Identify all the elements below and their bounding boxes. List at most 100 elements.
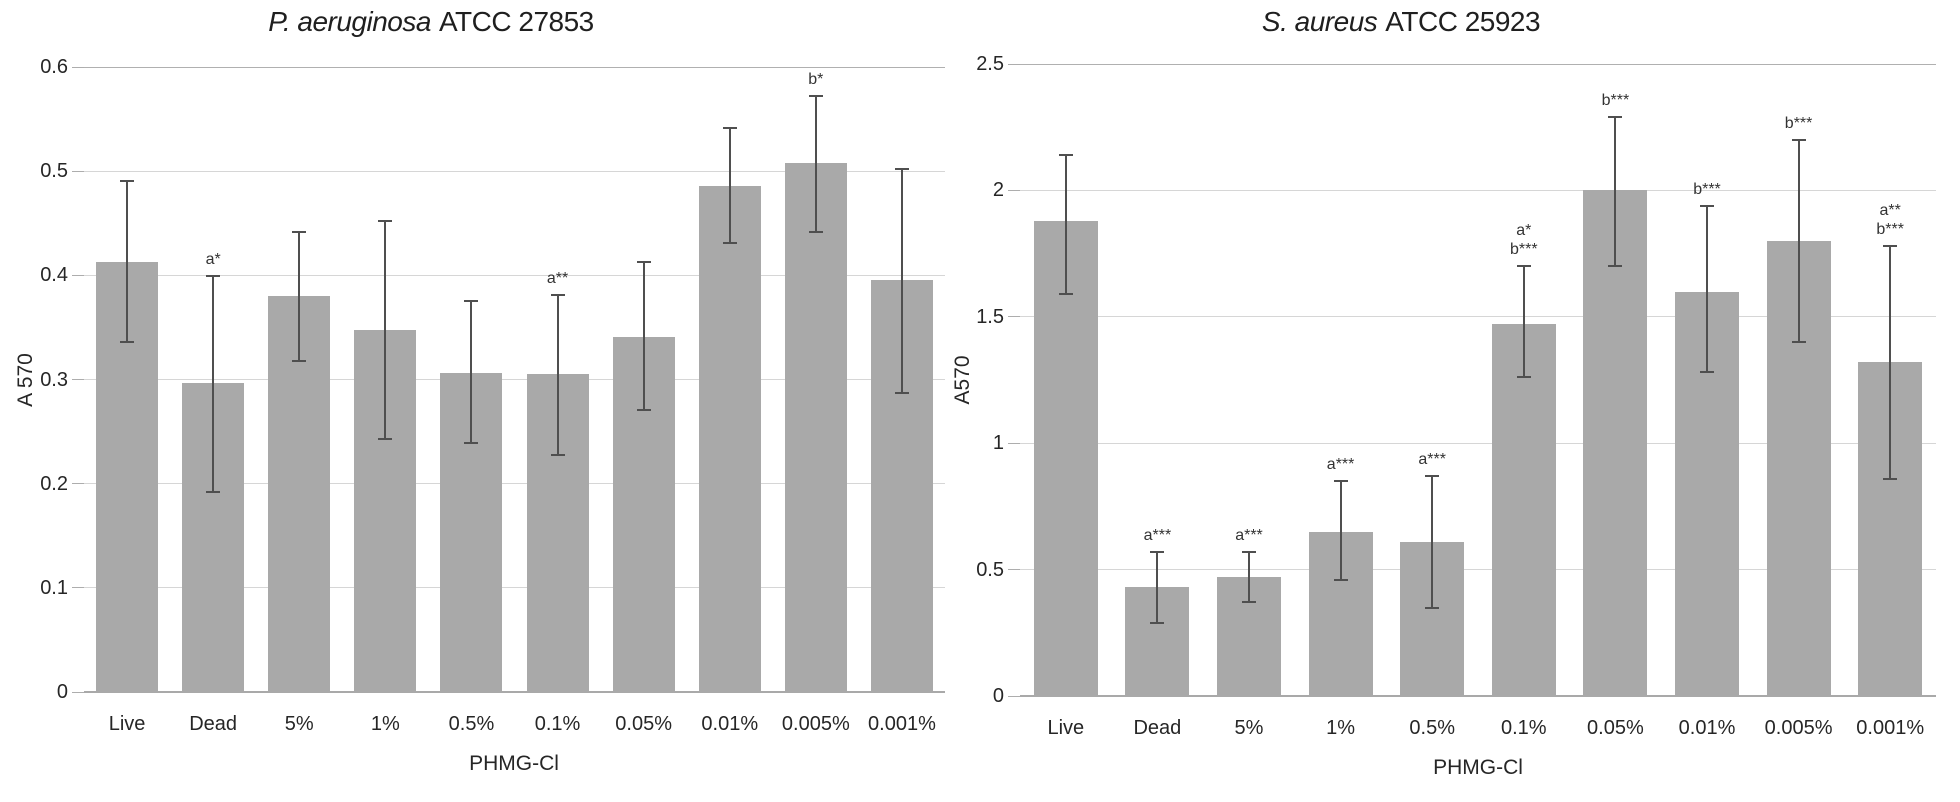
error-bar bbox=[556, 295, 559, 455]
error-bar bbox=[814, 96, 817, 232]
y-axis-tick bbox=[72, 274, 84, 276]
y-tick-label: 0.5 bbox=[40, 160, 68, 183]
bar-0.1% bbox=[1491, 324, 1556, 696]
error-bar bbox=[384, 221, 387, 439]
error-bar-cap-top bbox=[206, 275, 221, 278]
error-bar-cap-top bbox=[1333, 480, 1348, 483]
error-bar-cap-top bbox=[120, 179, 135, 182]
error-bar bbox=[642, 261, 645, 410]
error-bar-cap-bottom bbox=[1883, 477, 1898, 480]
error-bar-cap-bottom bbox=[1700, 371, 1714, 374]
y-axis-tick bbox=[1008, 442, 1020, 444]
chart-title-strain: ATCC 27853 bbox=[438, 6, 594, 37]
x-tick-label: 0.01% bbox=[1678, 717, 1736, 739]
error-bar bbox=[1064, 155, 1067, 295]
bar-0.05% bbox=[1583, 190, 1648, 696]
significance-line: a*** bbox=[1235, 526, 1263, 544]
gridline bbox=[84, 274, 945, 276]
x-tick-label: 1% bbox=[370, 713, 400, 735]
error-bar bbox=[1706, 205, 1708, 373]
x-tick-label: 5% bbox=[284, 713, 314, 735]
error-bar-cap-top bbox=[1700, 204, 1714, 207]
error-bar-cap-bottom bbox=[550, 453, 565, 456]
y-tick-label: 0.1 bbox=[40, 576, 68, 599]
error-bar-cap-bottom bbox=[808, 230, 823, 233]
x-tick-label: 0.5% bbox=[1409, 717, 1455, 739]
x-axis-title: PHMG-Cl bbox=[1433, 756, 1523, 779]
x-tick-label: 0.1% bbox=[534, 713, 581, 735]
x-tick-label: 1% bbox=[1326, 717, 1356, 739]
x-axis-title: PHMG-Cl bbox=[469, 752, 559, 775]
error-bar-cap-top bbox=[1516, 265, 1531, 268]
error-bar-cap-bottom bbox=[1791, 341, 1806, 344]
error-bar bbox=[1522, 266, 1525, 378]
y-axis-tick bbox=[1008, 63, 1020, 65]
significance-line: b* bbox=[808, 71, 824, 89]
error-bar-cap-bottom bbox=[1150, 621, 1165, 624]
x-tick-label: 0.5% bbox=[448, 713, 495, 735]
y-axis-tick bbox=[1008, 569, 1020, 571]
y-axis-tick bbox=[72, 170, 84, 172]
error-bar bbox=[1797, 139, 1800, 343]
significance-line: b*** bbox=[1601, 92, 1630, 110]
x-tick-label: 0.01% bbox=[701, 713, 759, 735]
x-tick-label: 5% bbox=[1234, 717, 1264, 739]
bar-5% bbox=[268, 296, 331, 692]
chart-title-species: P. aeruginosa bbox=[268, 6, 431, 37]
y-axis-tick bbox=[72, 483, 84, 485]
significance-line: a*** bbox=[1143, 526, 1172, 544]
error-bar-cap-top bbox=[550, 294, 565, 297]
gridline bbox=[1020, 189, 1936, 191]
significance-line: a** bbox=[546, 270, 569, 288]
chart-title: S. aureus ATCC 25923 bbox=[1262, 6, 1541, 38]
x-tick-label: Dead bbox=[189, 713, 238, 735]
y-tick-label: 0.5 bbox=[976, 558, 1004, 581]
error-bar bbox=[1889, 246, 1892, 479]
significance-label: a** b*** bbox=[1820, 201, 1960, 239]
x-tick-label: 0.005% bbox=[781, 713, 850, 735]
error-bar bbox=[126, 180, 129, 342]
y-axis-tick bbox=[1008, 695, 1020, 697]
error-bar bbox=[298, 231, 301, 361]
x-tick-label: Live bbox=[108, 713, 146, 735]
y-tick-label: 0.2 bbox=[40, 472, 68, 495]
gridline bbox=[84, 587, 945, 589]
error-bar-cap-top bbox=[1608, 116, 1623, 119]
error-bar-cap-top bbox=[1883, 245, 1898, 248]
chart-title: P. aeruginosa ATCC 27853 bbox=[268, 6, 594, 38]
y-axis-tick bbox=[72, 691, 84, 693]
error-bar-cap-bottom bbox=[1425, 606, 1440, 609]
significance-line: a* bbox=[205, 251, 221, 269]
error-bar-cap-top bbox=[722, 127, 737, 130]
error-bar-cap-top bbox=[808, 95, 823, 98]
error-bar-cap-bottom bbox=[120, 341, 135, 343]
significance-label: a*** bbox=[1179, 526, 1319, 545]
significance-line: b*** bbox=[1876, 221, 1904, 239]
error-bar-cap-bottom bbox=[894, 392, 909, 395]
error-bar bbox=[900, 169, 903, 394]
gridline bbox=[1020, 569, 1936, 571]
x-tick-label: Dead bbox=[1133, 717, 1182, 739]
significance-line: a*** bbox=[1326, 456, 1355, 474]
bar-0.005% bbox=[784, 162, 847, 692]
gridline bbox=[1020, 442, 1936, 444]
error-bar bbox=[1248, 551, 1250, 603]
significance-label: a*** bbox=[1087, 526, 1227, 545]
y-tick-label: 0 bbox=[992, 685, 1004, 707]
significance-label: b*** bbox=[1637, 180, 1777, 199]
y-tick-label: 1 bbox=[992, 432, 1004, 455]
error-bar-cap-bottom bbox=[1058, 293, 1073, 296]
x-tick-label: 0.1% bbox=[1501, 717, 1547, 739]
error-bar bbox=[728, 128, 731, 244]
y-tick-label: 2.5 bbox=[976, 53, 1004, 75]
x-axis-line bbox=[1020, 695, 1936, 697]
significance-line: b*** bbox=[1510, 241, 1538, 259]
error-bar-cap-top bbox=[1791, 138, 1806, 141]
error-bar-cap-top bbox=[1242, 550, 1256, 553]
error-bar-cap-bottom bbox=[1516, 376, 1531, 379]
x-tick-label: 0.05% bbox=[615, 713, 672, 735]
error-bar-cap-top bbox=[1058, 154, 1073, 156]
x-tick-label: Live bbox=[1047, 717, 1085, 739]
error-bar-cap-top bbox=[636, 260, 651, 263]
error-bar-cap-top bbox=[378, 220, 393, 223]
